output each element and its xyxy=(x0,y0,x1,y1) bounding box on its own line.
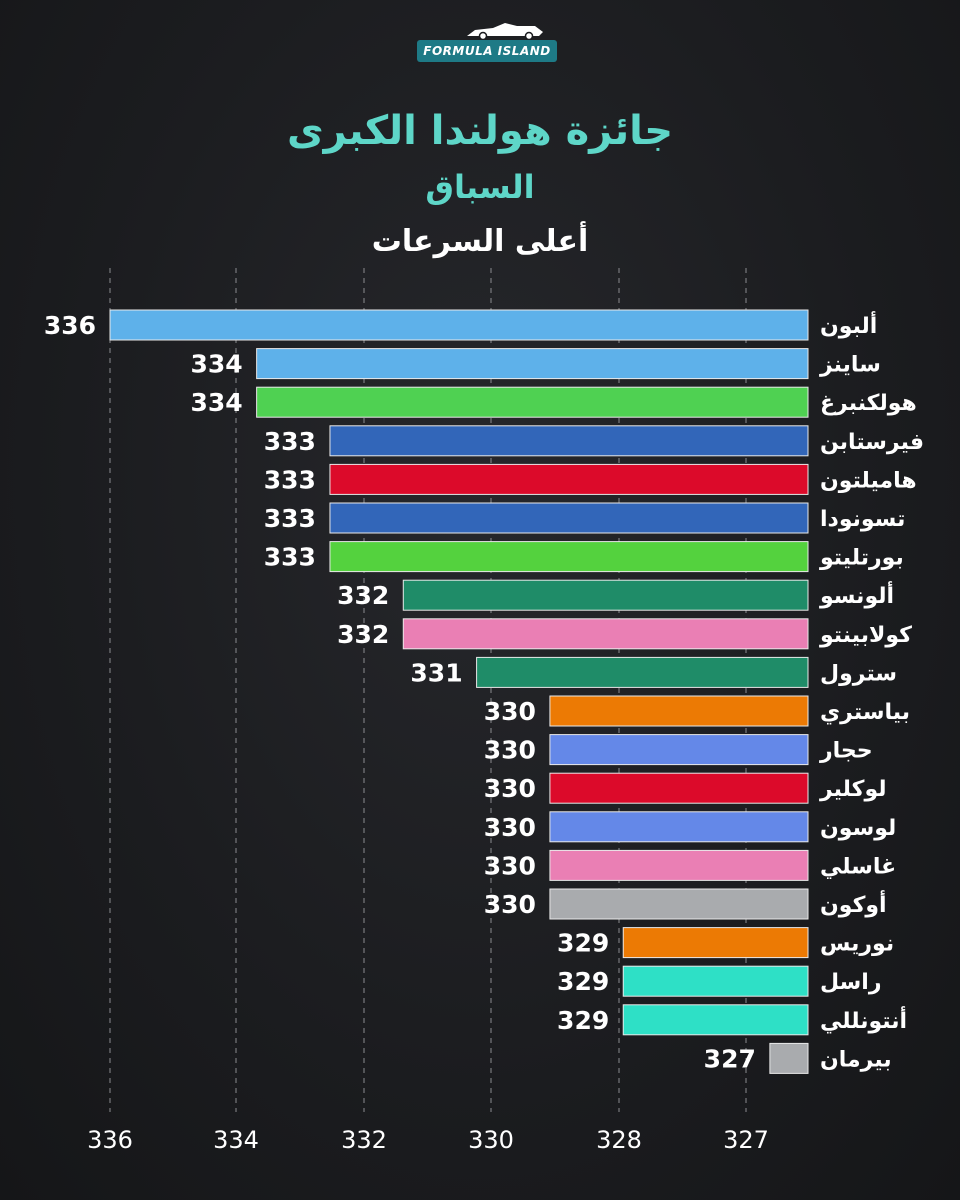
driver-name-label: راسل xyxy=(820,970,881,995)
bar-value-label: 330 xyxy=(484,697,536,726)
bar-value-label: 329 xyxy=(557,967,609,996)
bar-value-label: 333 xyxy=(264,465,316,494)
driver-name-label: هاميلتون xyxy=(820,468,917,493)
page-subtitle: السباق xyxy=(425,168,535,206)
bar xyxy=(549,811,809,843)
driver-name-label: أنتونللي xyxy=(820,1005,907,1034)
driver-name-label: سترول xyxy=(820,661,897,686)
bar-value-label: 333 xyxy=(264,543,316,572)
x-tick-label: 336 xyxy=(87,1126,133,1154)
bar-value-label: 330 xyxy=(484,813,536,842)
bar xyxy=(329,463,809,495)
bar xyxy=(549,888,809,920)
driver-name-label: بيرمان xyxy=(820,1047,892,1072)
bar xyxy=(549,772,809,804)
bar-value-label: 330 xyxy=(484,774,536,803)
driver-name-label: تسونودا xyxy=(820,507,905,532)
bar xyxy=(329,502,809,534)
driver-name-label: حجار xyxy=(819,739,873,764)
bar xyxy=(109,309,809,341)
bar xyxy=(549,695,809,727)
bar xyxy=(329,541,809,573)
bar xyxy=(256,386,809,418)
x-tick-label: 328 xyxy=(596,1126,642,1154)
driver-name-label: لوسون xyxy=(820,816,896,841)
x-tick-label: 330 xyxy=(468,1126,514,1154)
bar xyxy=(622,927,809,959)
bar xyxy=(402,579,809,611)
bar-value-label: 336 xyxy=(44,311,96,340)
bar-value-label: 333 xyxy=(264,427,316,456)
bar-value-label: 332 xyxy=(337,581,389,610)
driver-name-label: بياستري xyxy=(820,700,910,725)
driver-name-label: هولكنبرغ xyxy=(820,391,917,416)
bar-value-label: 334 xyxy=(190,388,242,417)
logo-text: FORMULA ISLAND xyxy=(417,40,557,62)
bar-value-label: 334 xyxy=(190,350,242,379)
driver-name-label: بورتليتو xyxy=(819,546,904,571)
driver-name-label: كولابينتو xyxy=(819,623,912,648)
bar xyxy=(476,656,809,688)
bar-value-label: 331 xyxy=(410,658,462,687)
x-tick-label: 327 xyxy=(723,1126,769,1154)
bar-value-label: 327 xyxy=(704,1044,756,1073)
driver-name-label: لوكلير xyxy=(819,777,887,802)
x-tick-label: 334 xyxy=(213,1126,259,1154)
page-title: جائزة هولندا الكبرى xyxy=(286,108,674,154)
bar xyxy=(549,849,809,881)
driver-name-label: فيرستابن xyxy=(820,430,924,455)
bar xyxy=(769,1042,809,1074)
driver-name-label: غاسلي xyxy=(820,854,896,879)
bar-value-label: 333 xyxy=(264,504,316,533)
driver-name-label: نوريس xyxy=(820,932,894,957)
bar xyxy=(622,965,809,997)
chart-caption: أعلى السرعات xyxy=(371,224,589,259)
driver-name-label: ساينز xyxy=(819,353,881,378)
bar-value-label: 329 xyxy=(557,929,609,958)
bar-value-label: 329 xyxy=(557,1006,609,1035)
bar-value-label: 330 xyxy=(484,851,536,880)
bar xyxy=(256,348,809,380)
x-tick-label: 332 xyxy=(341,1126,387,1154)
bar xyxy=(402,618,809,650)
driver-name-label: أوكون xyxy=(820,889,887,918)
bar-value-label: 330 xyxy=(484,890,536,919)
bar xyxy=(622,1004,809,1036)
formula-island-logo: FORMULA ISLAND xyxy=(395,18,570,80)
driver-name-label: ألبون xyxy=(820,310,877,339)
race-car-icon xyxy=(467,23,543,40)
bar-value-label: 330 xyxy=(484,736,536,765)
bar xyxy=(329,425,809,457)
bar-value-label: 332 xyxy=(337,620,389,649)
bar xyxy=(549,734,809,766)
driver-name-label: ألونسو xyxy=(819,580,894,609)
